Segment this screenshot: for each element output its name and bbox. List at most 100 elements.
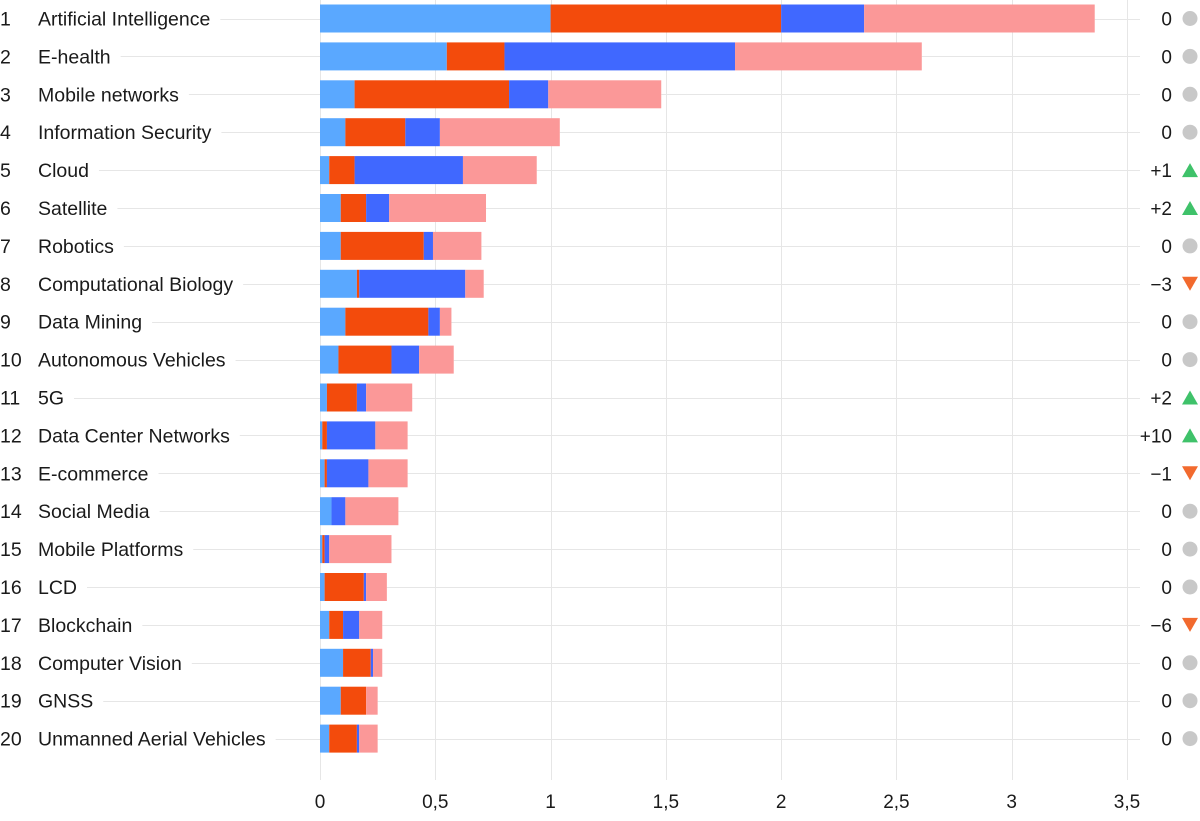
rank-change-value: 0 xyxy=(1161,313,1172,334)
bar-segment xyxy=(439,307,452,336)
bar-segment xyxy=(320,156,330,185)
bar-segment xyxy=(354,156,463,185)
down-triangle-icon xyxy=(1182,617,1198,632)
rank-number: 10 xyxy=(0,350,22,372)
bar-segment xyxy=(345,497,399,526)
rank-change-value: 0 xyxy=(1161,502,1172,523)
rank-change-value: +2 xyxy=(1150,389,1172,410)
bar-segment xyxy=(322,535,325,564)
up-triangle-icon xyxy=(1182,390,1198,405)
x-tick-label: 2 xyxy=(776,792,787,813)
category-label: Information Security xyxy=(38,122,212,144)
no-change-dot-icon xyxy=(1182,352,1198,368)
rank-number: 8 xyxy=(0,274,11,296)
rank-change-value: 0 xyxy=(1161,730,1172,751)
bar-segment xyxy=(329,535,392,564)
up-triangle-icon xyxy=(1182,428,1198,443)
category-label: Robotics xyxy=(38,236,114,258)
x-tick-label: 3 xyxy=(1006,792,1017,813)
rank-change-value: 0 xyxy=(1161,10,1172,31)
bar-segment xyxy=(343,610,360,639)
bar-segment xyxy=(331,497,346,526)
bar-segment xyxy=(320,610,330,639)
bar-segment xyxy=(320,345,339,374)
rank-change-value: +10 xyxy=(1140,426,1172,447)
bar-segment xyxy=(363,573,367,601)
bar-segment xyxy=(345,307,429,336)
bar-segment xyxy=(340,231,424,260)
row-lines xyxy=(74,19,1140,740)
bar-segment xyxy=(320,307,346,336)
bar-segment xyxy=(329,156,355,185)
rank-change-value: −1 xyxy=(1150,464,1172,485)
bar-segment xyxy=(366,686,378,715)
category-label: Unmanned Aerial Vehicles xyxy=(38,729,266,751)
bar-segment xyxy=(320,4,551,33)
category-label: Satellite xyxy=(38,198,107,220)
bar-segment xyxy=(354,80,510,109)
no-change-dot-icon xyxy=(1182,48,1198,64)
rank-changes: 0 0 0 0 +1 +2 0 −3 0 0 +2 +10 −1 0 0 0 −6 0 0 0 xyxy=(1140,10,1198,751)
bar-segment xyxy=(338,345,392,374)
bar-segment xyxy=(504,42,736,71)
category-label: E-health xyxy=(38,46,111,68)
bar-segment xyxy=(356,383,367,412)
bar-segment xyxy=(465,269,484,298)
rank-change-value: 0 xyxy=(1161,540,1172,561)
rank-number: 16 xyxy=(0,577,22,599)
bar-segment xyxy=(359,269,466,298)
bar-segment xyxy=(320,118,346,147)
no-change-dot-icon xyxy=(1182,238,1198,254)
rank-change-value: 0 xyxy=(1161,654,1172,675)
bar-segment xyxy=(864,4,1095,33)
rank-number: 20 xyxy=(0,729,22,751)
bar-segment xyxy=(324,459,327,488)
bar-segment xyxy=(320,497,332,526)
up-triangle-icon xyxy=(1182,201,1198,215)
bar-segment xyxy=(359,610,383,639)
x-tick-label: 1 xyxy=(545,792,556,813)
bar-segment xyxy=(548,80,662,109)
rank-change-value: 0 xyxy=(1161,85,1172,106)
rank-change-value: 0 xyxy=(1161,123,1172,144)
category-label: Data Center Networks xyxy=(38,425,230,447)
category-label: LCD xyxy=(38,577,77,599)
no-change-dot-icon xyxy=(1182,124,1198,140)
category-label: Autonomous Vehicles xyxy=(38,350,226,372)
rank-number: 6 xyxy=(0,198,11,220)
bar-segment xyxy=(419,345,454,374)
x-tick-label: 1,5 xyxy=(653,792,679,813)
bar-segment xyxy=(373,648,383,677)
up-triangle-icon xyxy=(1182,163,1198,178)
bar-segment xyxy=(509,80,549,109)
bar-segment xyxy=(432,231,482,260)
rank-change-value: 0 xyxy=(1161,578,1172,599)
rank-change-value: 0 xyxy=(1161,47,1172,68)
bar-segment xyxy=(320,421,323,450)
category-label: GNSS xyxy=(38,691,93,713)
category-label: Artificial Intelligence xyxy=(38,9,210,31)
bar-segment xyxy=(320,459,325,488)
bar-segment xyxy=(428,307,440,336)
bar-segment xyxy=(550,4,782,33)
category-label: Mobile networks xyxy=(38,84,179,106)
category-label: Data Mining xyxy=(38,312,142,334)
category-label: Blockchain xyxy=(38,615,132,637)
bar-segment xyxy=(391,345,420,374)
no-change-dot-icon xyxy=(1182,541,1198,557)
category-label: Cloud xyxy=(38,160,89,182)
down-triangle-icon xyxy=(1182,276,1198,291)
bar-segment xyxy=(781,4,865,33)
down-triangle-icon xyxy=(1182,466,1198,481)
category-label: 5G xyxy=(38,388,64,410)
bar-segment xyxy=(345,118,406,147)
bar-segment xyxy=(320,231,341,260)
x-tick-label: 3,5 xyxy=(1114,792,1140,813)
rank-number: 17 xyxy=(0,615,22,637)
category-label: Mobile Platforms xyxy=(38,539,183,561)
rank-number: 5 xyxy=(0,160,11,182)
rank-change-value: 0 xyxy=(1161,237,1172,258)
rank-change-value: −6 xyxy=(1150,616,1172,637)
bar-segment xyxy=(324,535,330,564)
